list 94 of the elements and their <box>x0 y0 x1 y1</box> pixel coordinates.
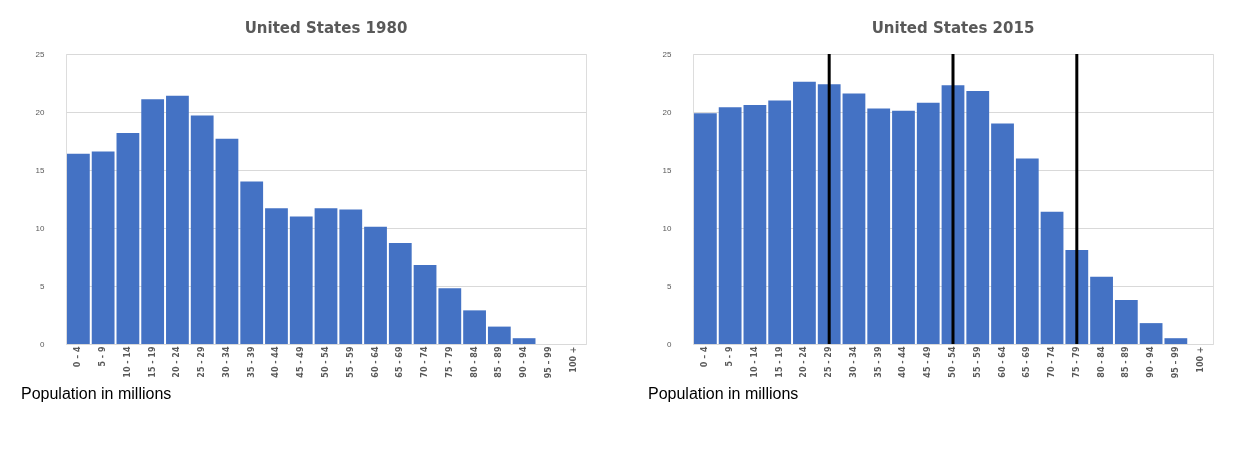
bar <box>215 138 239 344</box>
x-tick-label: 80 - 84 <box>469 346 479 378</box>
x-tick-label: 100 + <box>1195 346 1205 373</box>
bar <box>793 81 816 344</box>
x-tick-label: 25 - 29 <box>197 346 207 378</box>
bar <box>289 216 313 344</box>
text: Population in millions <box>648 385 799 402</box>
x-tick-label: 95 – 99 <box>543 346 553 379</box>
bar <box>438 288 462 344</box>
x-tick-label: 90 - 94 <box>519 346 529 378</box>
bar <box>240 181 264 344</box>
y-tick-label: 25 <box>35 49 46 59</box>
bar <box>265 208 288 344</box>
bar <box>1040 211 1064 344</box>
bar <box>463 310 486 344</box>
text: Population in millions <box>21 385 172 402</box>
y-tick-label: 0 <box>667 339 673 349</box>
x-tick-label: 20 - 24 <box>172 346 182 378</box>
y-tick-label: 20 <box>662 107 673 117</box>
x-tick-label: 65 - 69 <box>395 346 405 378</box>
x-tick-label: 45 - 49 <box>296 346 306 378</box>
x-tick-label: 25 - 29 <box>824 346 834 378</box>
bar <box>1114 299 1138 344</box>
x-tick-label: 40 - 44 <box>898 346 908 378</box>
x-tick-label: 100 + <box>568 346 578 373</box>
bar <box>842 93 866 344</box>
y-tick-label: 10 <box>35 223 46 233</box>
bar <box>1139 323 1163 344</box>
bar <box>718 107 742 344</box>
chart-title: United States 2015 <box>871 19 1035 37</box>
bar <box>487 326 511 344</box>
bar <box>388 243 412 344</box>
bar <box>190 115 214 344</box>
bar <box>966 91 990 344</box>
x-tick-label: 45 - 49 <box>923 346 933 378</box>
y-tick-label: 5 <box>667 281 673 291</box>
bar <box>339 209 363 344</box>
bar <box>314 208 338 344</box>
x-tick-label: 0 – 4 <box>73 346 83 368</box>
bar <box>141 99 165 344</box>
bar <box>364 226 387 344</box>
x-tick-label: 60 - 64 <box>370 346 380 378</box>
bar <box>1015 158 1039 344</box>
y-tick-label: 0 <box>40 339 46 349</box>
bar <box>867 108 891 344</box>
bar <box>66 153 90 344</box>
bar <box>1164 338 1188 344</box>
x-tick-label: 0 – 4 <box>700 346 710 368</box>
x-tick-label: 20 - 24 <box>799 346 809 378</box>
x-tick-label: 50 - 54 <box>948 346 957 378</box>
x-tick-label: 30 - 34 <box>848 346 858 378</box>
y-tick-label: 20 <box>35 107 46 117</box>
chart-title: United States 1980 <box>244 19 408 37</box>
bar <box>116 132 140 344</box>
y-tick-label: 10 <box>662 223 673 233</box>
x-tick-label: 30 - 34 <box>221 346 231 378</box>
x-tick-label: 75 - 79 <box>1071 346 1081 378</box>
x-tick-label: 15 - 19 <box>774 346 784 378</box>
x-tick-label: 15 - 19 <box>147 346 157 378</box>
y-tick-label: 25 <box>662 49 673 59</box>
x-tick-label: 55 - 59 <box>972 346 982 378</box>
x-tick-label: 95 – 99 <box>1170 346 1180 379</box>
bar <box>166 95 189 344</box>
bar <box>413 265 437 344</box>
bar <box>892 110 915 344</box>
x-tick-label: 70 - 74 <box>1047 346 1057 378</box>
x-tick-label: 85 - 89 <box>1121 346 1131 378</box>
x-tick-label: 10 - 14 <box>122 346 132 378</box>
y-tick-label: 15 <box>662 165 673 175</box>
bar <box>91 151 115 344</box>
bar <box>768 100 792 344</box>
bar <box>512 338 536 344</box>
x-tick-label: 50 - 54 <box>321 346 330 378</box>
x-tick-label: 60 - 64 <box>997 346 1007 378</box>
y-tick-label: 15 <box>35 165 46 175</box>
x-tick-label: 65 - 69 <box>1022 346 1032 378</box>
x-tick-label: 35 - 39 <box>873 346 883 378</box>
x-tick-label: 75 - 79 <box>444 346 454 378</box>
x-tick-label: 85 - 89 <box>494 346 504 378</box>
bar <box>991 123 1014 344</box>
x-tick-label: 5 - 9 <box>98 346 108 367</box>
bar <box>743 105 767 344</box>
x-tick-label: 40 - 44 <box>271 346 281 378</box>
x-tick-label: 5 - 9 <box>725 346 735 367</box>
bar <box>916 102 940 344</box>
x-tick-label: 10 - 14 <box>749 346 759 378</box>
x-tick-label: 55 - 59 <box>345 346 355 378</box>
y-tick-label: 5 <box>40 281 46 291</box>
bar <box>1090 276 1113 344</box>
x-tick-label: 35 - 39 <box>246 346 256 378</box>
bar <box>693 113 717 344</box>
x-tick-label: 70 - 74 <box>420 346 430 378</box>
x-tick-label: 80 - 84 <box>1096 346 1106 378</box>
x-tick-label: 90 - 94 <box>1146 346 1156 378</box>
